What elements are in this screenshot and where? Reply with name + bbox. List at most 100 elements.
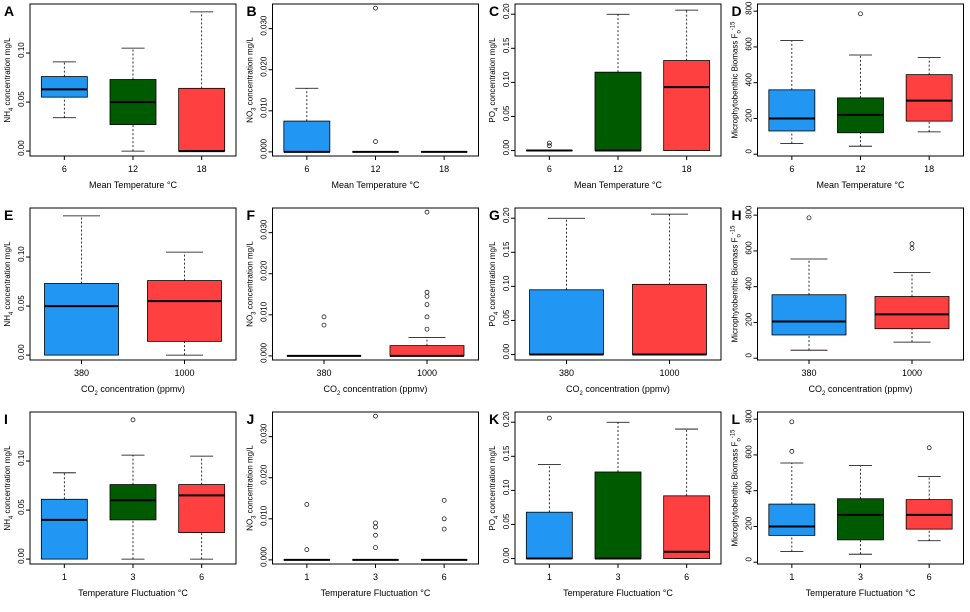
outlier-point [304,547,310,552]
x-tick-label: 3 [615,572,620,582]
box-18 [905,57,953,133]
y-tick-label: 0.05 [17,295,26,311]
outlier-point [373,545,378,550]
x-axis-label: Temperature Fluctuation °C [321,588,431,598]
plot-frame [757,207,964,361]
iqr-box [837,498,884,541]
y-tick-label: 0.20 [502,207,511,223]
y-tick-label: 0.00 [502,343,511,359]
outlier-point [909,241,915,247]
iqr-box [283,120,331,153]
x-tick-label: 18 [197,164,207,174]
box-3 [594,421,642,560]
box-18 [178,11,226,153]
box-1 [283,502,331,561]
iqr-box [40,498,88,560]
x-axis-label: Temperature Fluctuation °C [563,588,673,598]
y-tick-label: 600 [745,241,754,255]
plot-frame [272,207,479,361]
box-18 [663,9,711,151]
x-tick-label: 12 [128,164,138,174]
box-6 [905,445,953,542]
outlier-point [424,302,430,307]
panel-letter: J [247,411,255,427]
outlier-point [424,326,430,332]
y-tick-label: 0.000 [260,138,269,159]
box-1000 [874,241,950,343]
y-tick-label: 0.030 [260,423,269,444]
x-axis-label: Mean Temperature °C [332,180,420,190]
box-12 [352,5,399,153]
box-380 [529,217,604,356]
x-tick-label: 1000 [174,368,194,378]
panel-letter: I [4,411,8,427]
x-tick-label: 6 [62,164,67,174]
iqr-box [44,283,119,356]
x-tick-label: 1000 [417,368,437,378]
y-axis-label: NH4 concentration mg/L [3,445,15,531]
outlier-point [441,497,447,503]
y-tick-label: 600 [745,37,754,51]
y-tick-label: 0.15 [502,445,511,461]
iqr-box [768,89,816,132]
outlier-point [321,314,327,320]
outlier-point [858,11,863,17]
box-6 [420,497,468,561]
box-3 [352,413,399,561]
x-tick-label: 6 [442,572,447,582]
y-tick-label: 0.20 [502,3,511,19]
y-tick-label: 0.010 [260,301,269,322]
y-tick-label: 400 [745,72,754,86]
outlier-point [424,209,430,215]
y-tick-label: 0.10 [17,246,26,262]
x-axis-label: Mean Temperature °C [574,180,662,190]
iqr-box [529,289,604,355]
iqr-box [109,484,157,521]
outlier-point [373,524,378,530]
x-axis-label: Temperature Fluctuation °C [78,588,188,598]
iqr-box [40,76,88,98]
box-380 [771,215,847,351]
iqr-box [768,503,816,536]
outlier-point [789,419,795,425]
panel-letter: H [732,207,742,223]
iqr-box [663,495,711,559]
y-tick-label: 0.10 [17,450,26,466]
x-tick-label: 1000 [659,368,679,378]
y-tick-label: 0.15 [502,37,511,53]
x-tick-label: 6 [789,164,794,174]
plot-frame [29,207,237,361]
x-tick-label: 6 [199,572,204,582]
y-tick-label: 0.00 [17,140,26,156]
y-axis-label: NO3 concentration mg/L [246,37,258,123]
iqr-box [874,296,950,330]
y-tick-label: 200 [745,108,754,122]
x-tick-label: 18 [682,164,692,174]
box-6 [40,61,88,119]
outlier-point [424,293,430,299]
x-tick-label: 1 [789,572,794,582]
y-tick-label: 0.00 [502,139,511,155]
outlier-point [806,215,812,221]
y-tick-label: 600 [745,445,754,459]
y-tick-label: 0.05 [502,309,511,325]
x-tick-label: 12 [855,164,865,174]
x-tick-label: 6 [547,164,552,174]
x-tick-label: 3 [858,572,863,582]
box-1000 [389,209,465,357]
y-tick-label: 0.20 [502,411,511,427]
x-tick-label: 380 [559,368,574,378]
outlier-point [424,289,430,295]
y-tick-label: 0.15 [502,241,511,257]
iqr-box [594,71,642,151]
panel-letter: A [4,3,14,19]
box-12 [594,13,642,152]
x-tick-label: 380 [74,368,89,378]
